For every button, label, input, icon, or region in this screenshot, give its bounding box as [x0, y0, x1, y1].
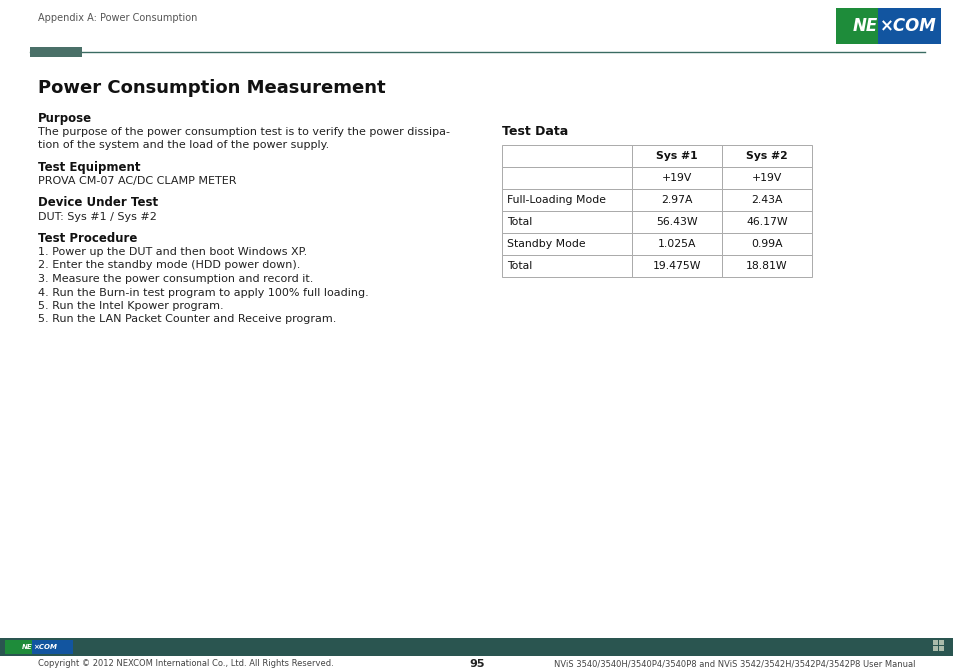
Text: 2.43A: 2.43A — [750, 195, 781, 205]
Text: 5. Run the Intel Kpower program.: 5. Run the Intel Kpower program. — [38, 301, 223, 311]
Bar — [32, 640, 73, 654]
Text: PROVA CM-07 AC/DC CLAMP METER: PROVA CM-07 AC/DC CLAMP METER — [38, 176, 236, 186]
Bar — [501, 233, 631, 255]
Bar — [835, 8, 877, 44]
Text: 46.17W: 46.17W — [745, 217, 787, 227]
Text: Purpose: Purpose — [38, 112, 92, 125]
Text: The purpose of the power consumption test is to verify the power dissipa-: The purpose of the power consumption tes… — [38, 127, 450, 137]
Bar — [501, 145, 631, 167]
Text: 3. Measure the power consumption and record it.: 3. Measure the power consumption and rec… — [38, 274, 313, 284]
Text: tion of the system and the load of the power supply.: tion of the system and the load of the p… — [38, 140, 329, 151]
Text: 2.97A: 2.97A — [660, 195, 692, 205]
Text: 0.99A: 0.99A — [750, 239, 782, 249]
Bar — [932, 646, 937, 651]
Text: ×COM: ×COM — [33, 644, 57, 650]
Bar — [501, 189, 631, 211]
Text: Sys #2: Sys #2 — [745, 151, 787, 161]
Bar — [938, 646, 943, 651]
Bar — [501, 167, 631, 189]
Text: +19V: +19V — [751, 173, 781, 183]
Text: 1. Power up the DUT and then boot Windows XP.: 1. Power up the DUT and then boot Window… — [38, 247, 307, 257]
Bar — [938, 640, 943, 645]
Text: Device Under Test: Device Under Test — [38, 196, 158, 210]
Text: 2. Enter the standby mode (HDD power down).: 2. Enter the standby mode (HDD power dow… — [38, 261, 300, 271]
Bar — [877, 8, 940, 44]
Text: Test Equipment: Test Equipment — [38, 161, 140, 174]
Text: 1.025A: 1.025A — [657, 239, 696, 249]
Bar — [0, 638, 953, 656]
Text: 95: 95 — [469, 659, 484, 669]
Text: Full-Loading Mode: Full-Loading Mode — [506, 195, 605, 205]
Text: DUT: Sys #1 / Sys #2: DUT: Sys #1 / Sys #2 — [38, 212, 156, 222]
Text: 56.43W: 56.43W — [656, 217, 697, 227]
Text: NViS 3540/3540H/3540P4/3540P8 and NViS 3542/3542H/3542P4/3542P8 User Manual: NViS 3540/3540H/3540P4/3540P8 and NViS 3… — [554, 659, 915, 669]
Bar — [721, 189, 811, 211]
Bar — [631, 145, 721, 167]
Bar — [501, 255, 631, 277]
Text: NE: NE — [852, 17, 877, 35]
Text: ×COM: ×COM — [879, 17, 936, 35]
Text: +19V: +19V — [661, 173, 692, 183]
Text: NE: NE — [22, 644, 32, 650]
Text: Sys #1: Sys #1 — [656, 151, 697, 161]
Bar — [631, 211, 721, 233]
Text: 4. Run the Burn-in test program to apply 100% full loading.: 4. Run the Burn-in test program to apply… — [38, 288, 369, 298]
Bar — [501, 211, 631, 233]
Text: Total: Total — [506, 261, 532, 271]
Bar — [631, 189, 721, 211]
Text: 19.475W: 19.475W — [652, 261, 700, 271]
Text: Test Procedure: Test Procedure — [38, 232, 137, 245]
Bar — [631, 255, 721, 277]
Text: 5. Run the LAN Packet Counter and Receive program.: 5. Run the LAN Packet Counter and Receiv… — [38, 314, 336, 325]
Text: Total: Total — [506, 217, 532, 227]
Bar — [721, 233, 811, 255]
Bar — [5, 640, 32, 654]
Text: Test Data: Test Data — [501, 125, 568, 138]
Bar — [631, 233, 721, 255]
Bar — [631, 167, 721, 189]
Text: Standby Mode: Standby Mode — [506, 239, 585, 249]
Bar — [932, 640, 937, 645]
Bar — [30, 47, 82, 57]
Bar — [721, 145, 811, 167]
Bar — [721, 211, 811, 233]
Bar — [721, 255, 811, 277]
Text: 18.81W: 18.81W — [745, 261, 787, 271]
Text: Power Consumption Measurement: Power Consumption Measurement — [38, 79, 385, 97]
Text: Appendix A: Power Consumption: Appendix A: Power Consumption — [38, 13, 197, 23]
Text: Copyright © 2012 NEXCOM International Co., Ltd. All Rights Reserved.: Copyright © 2012 NEXCOM International Co… — [38, 659, 334, 669]
Bar — [721, 167, 811, 189]
